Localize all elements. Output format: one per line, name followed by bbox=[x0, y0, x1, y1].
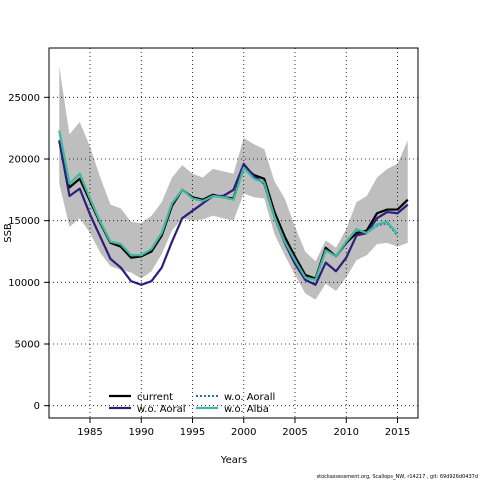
y-tick-label-20000: 20000 bbox=[8, 155, 40, 166]
x-tick-label-2000: 2000 bbox=[231, 427, 256, 438]
x-tick-label-2015: 2015 bbox=[385, 427, 410, 438]
y-axis-title: SSB bbox=[3, 223, 14, 243]
legend-label-current: current bbox=[137, 392, 173, 403]
x-tick-label-1985: 1985 bbox=[77, 427, 102, 438]
y-tick-label-5000: 5000 bbox=[15, 340, 40, 351]
x-axis-title: Years bbox=[220, 455, 247, 466]
series-line-w-o-aoral bbox=[58, 140, 409, 286]
series-line-w-o-alba bbox=[58, 130, 399, 281]
x-axis: 1985 1990 1995 2000 2005 2010 2015 bbox=[77, 418, 410, 438]
confidence-band-layer bbox=[59, 66, 408, 300]
y-tick-label-0: 0 bbox=[34, 401, 40, 412]
plot-frame bbox=[48, 47, 419, 419]
y-tick-label-25000: 25000 bbox=[8, 93, 40, 104]
legend: current w.o. Aoral w.o. Aorall w.o. Alba bbox=[109, 392, 275, 415]
y-tick-label-10000: 10000 bbox=[8, 278, 40, 289]
y-axis: 0 5000 10000 15000 20000 25000 bbox=[8, 93, 49, 412]
x-tick-label-1995: 1995 bbox=[180, 427, 205, 438]
legend-label-wo-aorall: w.o. Aorall bbox=[224, 392, 275, 403]
x-tick-label-2005: 2005 bbox=[282, 427, 307, 438]
series-layer bbox=[58, 130, 409, 286]
footer-text: stockassessment.org, Scallops_NW, r14217… bbox=[317, 474, 478, 480]
confidence-band bbox=[59, 66, 408, 300]
x-tick-label-1990: 1990 bbox=[129, 427, 154, 438]
x-tick-label-2010: 2010 bbox=[334, 427, 359, 438]
y-tick-label-15000: 15000 bbox=[8, 216, 40, 227]
legend-label-wo-alba: w.o. Alba bbox=[224, 404, 269, 415]
legend-label-wo-aoral: w.o. Aoral bbox=[137, 404, 186, 415]
